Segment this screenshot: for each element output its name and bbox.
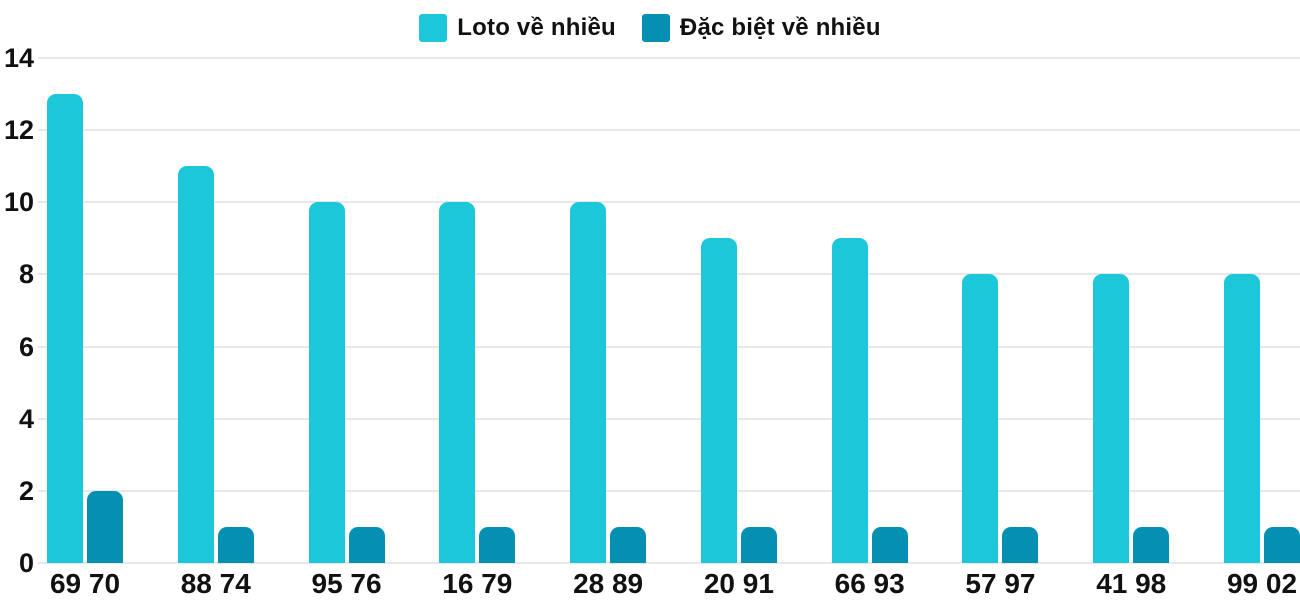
bar-loto [1224, 274, 1261, 563]
gridline [38, 129, 1300, 132]
x-axis-category-label: 88 74 [180, 568, 251, 599]
y-axis-tick-label: 4 [18, 403, 34, 434]
gridline [38, 345, 1300, 348]
legend: Loto về nhiều Đặc biệt về nhiều [0, 12, 1300, 44]
x-axis-category-label: 41 98 [1096, 568, 1167, 599]
gridline [38, 57, 1300, 59]
bar-dacbiet [1002, 526, 1039, 563]
legend-swatch-icon [641, 14, 670, 42]
legend-item[interactable]: Đặc biệt về nhiều [641, 14, 881, 42]
bar-dacbiet [871, 526, 908, 563]
bar-dacbiet [87, 490, 123, 563]
bar-dacbiet [348, 526, 385, 563]
y-axis-tick-label: 12 [3, 115, 34, 146]
legend-label: Đặc biệt về nhiều [679, 14, 881, 41]
bar-dacbiet [479, 526, 516, 563]
x-axis-category-label: 69 70 [49, 568, 121, 599]
gridline [38, 417, 1300, 420]
y-axis-tick-label: 0 [18, 548, 34, 578]
bar-dacbiet [1133, 526, 1170, 563]
gridline [38, 562, 1300, 564]
bar-loto [47, 94, 83, 563]
x-axis-category-label: 66 93 [834, 568, 905, 599]
bar-loto [962, 274, 999, 563]
x-axis-category-label: 28 89 [573, 568, 644, 599]
y-axis-tick-label: 8 [18, 259, 34, 290]
gridline [38, 201, 1300, 204]
legend-swatch-icon [419, 14, 448, 42]
y-axis-tick-label: 6 [18, 331, 34, 362]
bar-loto [177, 166, 214, 563]
bar-loto [831, 238, 868, 563]
bar-loto [308, 202, 345, 563]
gridline [38, 489, 1300, 492]
bar-dacbiet [740, 526, 777, 563]
x-axis-category-label: 99 02 [1226, 568, 1298, 599]
bar-dacbiet [610, 526, 647, 563]
x-axis-category-label: 57 97 [965, 568, 1036, 599]
bar-loto [1093, 274, 1130, 563]
y-axis-tick-label: 14 [3, 43, 34, 73]
bar-dacbiet [217, 526, 254, 563]
y-axis-tick-label: 2 [18, 475, 34, 506]
x-axis-category-label: 95 76 [311, 568, 382, 599]
x-axis-category-label: 20 91 [703, 568, 774, 599]
bar-loto [700, 238, 737, 563]
y-axis-tick-label: 10 [3, 187, 34, 218]
bar-loto [570, 202, 607, 563]
x-axis-category-label: 16 79 [442, 568, 513, 599]
legend-label: Loto về nhiều [457, 14, 616, 41]
bar-dacbiet [1264, 526, 1300, 563]
legend-item[interactable]: Loto về nhiều [419, 14, 616, 42]
bar-loto [439, 202, 476, 563]
gridline [38, 273, 1300, 276]
